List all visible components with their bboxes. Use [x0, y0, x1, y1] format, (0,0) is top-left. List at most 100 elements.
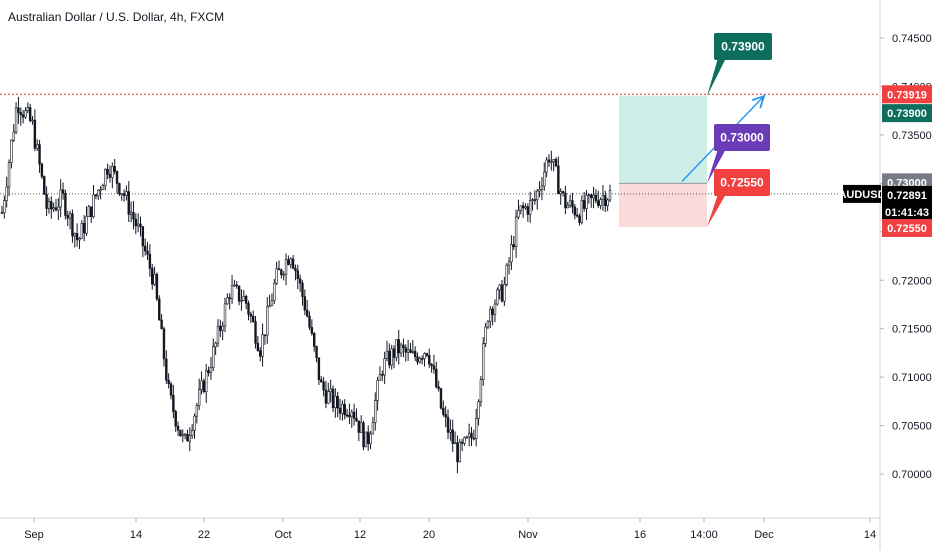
candle [28, 103, 32, 123]
candle [223, 297, 227, 333]
candle [514, 209, 518, 258]
candle [263, 334, 267, 345]
candle [97, 189, 100, 201]
candle [289, 257, 292, 269]
candle [449, 419, 452, 441]
candle [301, 280, 304, 306]
candle [341, 400, 344, 421]
candle [597, 190, 600, 209]
reference-lines [0, 93, 880, 195]
candle [174, 409, 177, 432]
candle [554, 157, 558, 168]
candle [472, 429, 476, 441]
candle [320, 376, 323, 383]
candle [456, 435, 459, 474]
svg-text:0.73900: 0.73900 [887, 108, 927, 120]
candle [108, 165, 112, 183]
candle [47, 197, 51, 214]
candle [120, 193, 123, 201]
svg-text:01:41:43: 01:41:43 [885, 207, 929, 219]
time-tick-label: 20 [423, 529, 435, 541]
svg-text:AUDUSD: AUDUSD [838, 189, 885, 201]
candle [416, 352, 419, 365]
callout-stop[interactable]: 0.72550 [707, 169, 770, 227]
candle [33, 109, 37, 152]
candle [57, 198, 60, 220]
candle [561, 190, 565, 197]
candle [61, 182, 65, 200]
candle [0, 205, 4, 214]
candle [550, 150, 553, 171]
candle [66, 210, 69, 227]
candle [547, 154, 551, 167]
candle [242, 290, 245, 302]
candle [571, 192, 574, 214]
candle [228, 293, 231, 310]
position-zones[interactable] [619, 96, 707, 227]
candle [486, 319, 490, 330]
candle [205, 363, 208, 403]
candle [582, 192, 586, 212]
candle [359, 415, 363, 433]
svg-text:0.73000: 0.73000 [720, 131, 764, 145]
candle [592, 186, 595, 209]
candle [165, 350, 168, 384]
candle [3, 195, 6, 219]
candle [85, 206, 88, 236]
candle [277, 260, 281, 271]
candle [604, 190, 607, 213]
candle [64, 189, 67, 220]
candle [275, 261, 278, 285]
time-tick-label: 16 [634, 529, 646, 541]
profit-zone[interactable] [619, 96, 707, 184]
candle [244, 294, 248, 310]
candle [395, 339, 398, 362]
candle [575, 207, 579, 218]
candle [345, 408, 349, 418]
candle [442, 400, 445, 417]
axis-badge-target: 0.73900 [882, 104, 932, 123]
candle [317, 357, 321, 386]
candle [7, 159, 11, 197]
candle [200, 371, 203, 395]
candle [216, 319, 220, 348]
time-axis[interactable]: Sep 14 22 Oct 12 20 Nov 16 14:00 Dec 14 [0, 517, 880, 541]
candle [54, 199, 58, 212]
candle [296, 264, 299, 290]
candle [521, 201, 525, 218]
time-tick-label: Nov [518, 529, 538, 541]
candle [601, 184, 605, 211]
candle [376, 376, 379, 411]
candle [503, 276, 506, 307]
candle [322, 376, 325, 397]
callout-target[interactable]: 0.73900 [707, 33, 772, 97]
candle [531, 198, 534, 211]
candle [399, 342, 403, 358]
annotations[interactable]: 0.73900 0.73000 0.72550 [681, 33, 772, 227]
candle [92, 184, 95, 219]
candle [230, 275, 234, 304]
axis-badge-last_price: 0.72891 [882, 185, 932, 204]
axis-badge-high_line: 0.73919 [882, 85, 932, 104]
candle [73, 232, 76, 248]
candle [524, 203, 527, 210]
candle [176, 421, 180, 437]
candle [348, 403, 351, 425]
loss-zone[interactable] [619, 183, 707, 227]
candle [580, 195, 584, 225]
candle [179, 429, 182, 437]
candle [31, 115, 34, 125]
candle [406, 340, 410, 361]
candle [421, 355, 424, 365]
candle [129, 201, 133, 223]
candle [517, 199, 520, 220]
candle [474, 408, 478, 447]
candle [564, 185, 567, 215]
candle [352, 403, 356, 426]
candle [151, 264, 154, 290]
time-tick-label: 14:00 [690, 529, 718, 541]
callout-entry[interactable]: 0.73000 [707, 124, 770, 184]
candle [559, 188, 562, 205]
price-axis[interactable]: 0.745000.740000.735000.730000.725000.720… [838, 0, 932, 550]
